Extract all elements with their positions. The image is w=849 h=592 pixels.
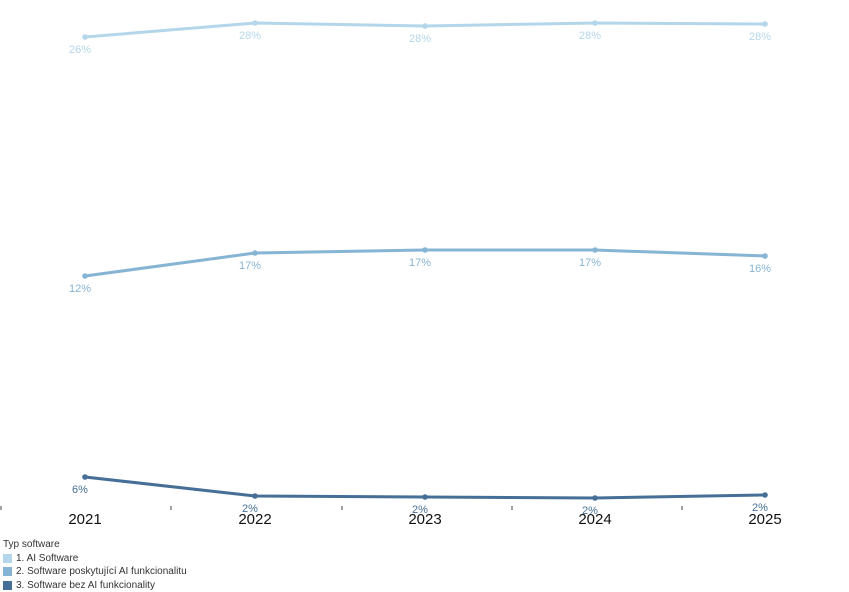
data-point [82,34,88,40]
data-point [82,474,88,480]
data-label: 2% [412,504,428,516]
legend-label: 3. Software bez AI funkcionality [16,579,155,592]
legend-swatch [3,581,12,590]
data-label: 28% [409,33,431,45]
data-point [252,493,258,499]
data-label: 28% [239,30,261,42]
data-point [422,23,428,29]
data-point [252,250,258,256]
data-label: 17% [409,257,431,269]
data-point [422,247,428,253]
legend: Typ software 1. AI Software 2. Software … [3,538,187,592]
data-label: 2% [242,503,258,515]
legend-item-no-ai: 3. Software bez AI funkcionality [3,579,187,592]
data-label: 6% [72,484,88,496]
data-label: 12% [69,283,91,295]
data-point [82,273,88,279]
legend-swatch [3,554,12,563]
legend-swatch [3,567,12,576]
data-label: 28% [749,31,771,43]
legend-label: 2. Software poskytující AI funkcionalitu [16,565,187,579]
data-label: 26% [69,44,91,56]
legend-title: Typ software [3,538,187,552]
data-label: 2% [582,505,598,517]
data-point [592,247,598,253]
legend-item-ai-software: 1. AI Software [3,552,187,566]
data-point [422,494,428,500]
data-label: 2% [752,502,768,514]
data-label: 28% [579,30,601,42]
data-point [592,495,598,501]
data-point [592,20,598,26]
data-point [252,20,258,26]
legend-item-ai-functionality: 2. Software poskytující AI funkcionalitu [3,565,187,579]
data-label: 17% [579,257,601,269]
data-point [762,492,768,498]
data-label: 17% [239,260,261,272]
legend-label: 1. AI Software [16,552,78,566]
data-point [762,21,768,27]
data-label: 16% [749,263,771,275]
data-point [762,253,768,259]
x-tick-label: 2021 [68,511,101,528]
